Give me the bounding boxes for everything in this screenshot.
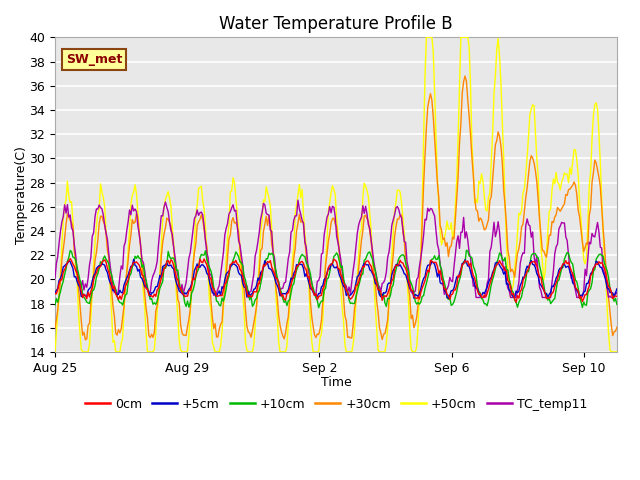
Text: SW_met: SW_met (66, 53, 123, 66)
Y-axis label: Temperature(C): Temperature(C) (15, 145, 28, 243)
Legend: 0cm, +5cm, +10cm, +30cm, +50cm, TC_temp11: 0cm, +5cm, +10cm, +30cm, +50cm, TC_temp1… (80, 393, 592, 416)
Title: Water Temperature Profile B: Water Temperature Profile B (219, 15, 452, 33)
X-axis label: Time: Time (321, 376, 351, 389)
